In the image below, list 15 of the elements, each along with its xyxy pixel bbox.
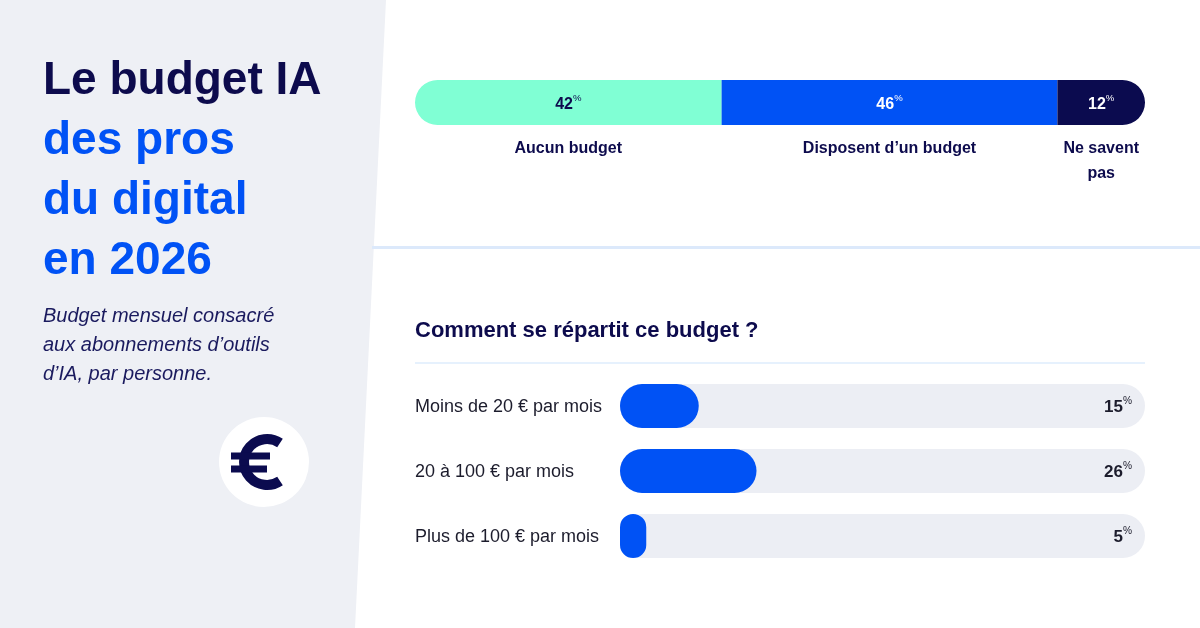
text: Budget mensuel consacré aux abonnements d’outils d’IA, par personne. bbox=[43, 303, 275, 386]
series-label: Aucun budget bbox=[513, 138, 624, 158]
series-label: Ne savent pas bbox=[1062, 138, 1140, 183]
y-tick-label: Moins de 20 € par mois bbox=[415, 395, 603, 416]
y-tick-label: 20 à 100 € par mois bbox=[415, 460, 575, 481]
data-label: 5$^{%}$ bbox=[1113, 525, 1132, 546]
data-label: 46$^{%}$ bbox=[876, 91, 904, 111]
text: Le budget IA des pros du digital en 2026 bbox=[43, 51, 322, 286]
chart-title: Comment se répartit ce budget ? bbox=[415, 317, 759, 343]
series-label: Disposent d’un budget bbox=[801, 138, 978, 158]
data-label: 15$^{%}$ bbox=[1104, 395, 1132, 416]
data-label: 12$^{%}$ bbox=[1088, 91, 1115, 111]
y-tick-label: Plus de 100 € par mois bbox=[415, 525, 600, 546]
data-label: 42$^{%}$ bbox=[555, 91, 582, 111]
data-label: 26$^{%}$ bbox=[1104, 460, 1132, 481]
